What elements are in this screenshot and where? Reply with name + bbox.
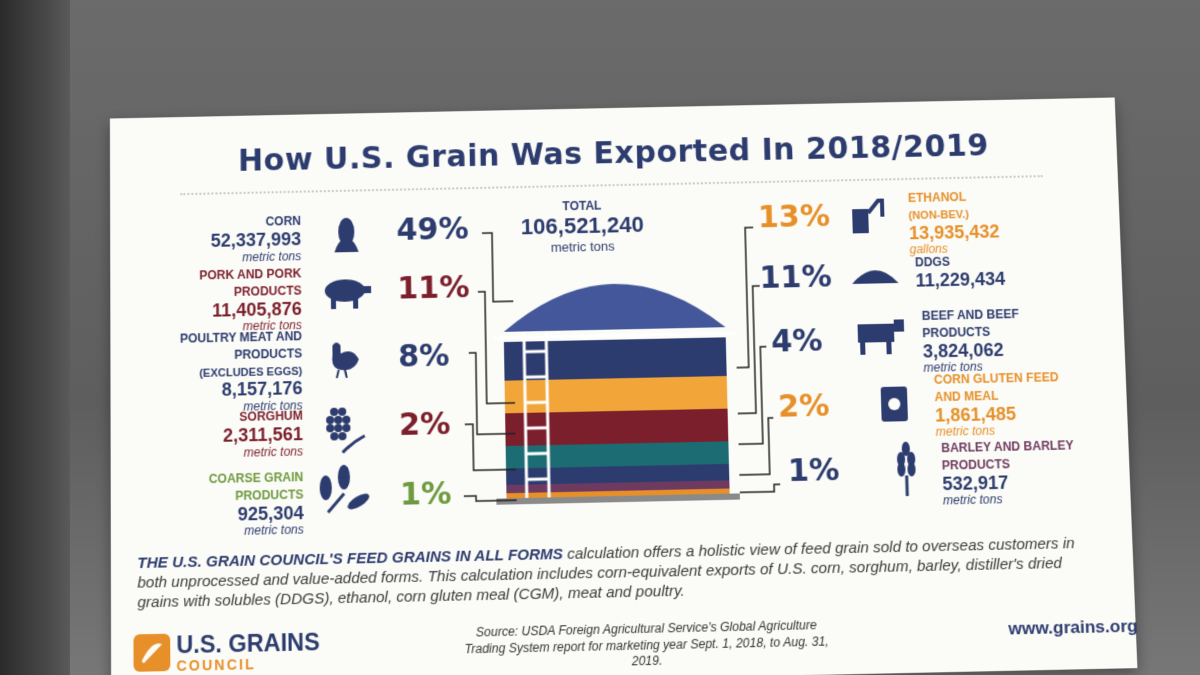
infographic-card: How U.S. Grain Was Exported In 2018/2019…	[109, 97, 1139, 675]
display-frame	[0, 0, 70, 675]
pork-pct: 11%	[397, 269, 470, 307]
chicken-icon	[332, 342, 359, 379]
poultry-label: POULTRY MEAT AND PRODUCTS (EXCLUDES EGGS…	[179, 329, 303, 414]
cow-icon	[857, 319, 905, 355]
barley-pct: 1%	[787, 452, 841, 490]
corn-icon	[334, 217, 359, 253]
barley-label: BARLEY AND BARLEY PRODUCTS 532,917 metri…	[941, 438, 1074, 509]
corn-gluten-pct: 2%	[777, 388, 831, 425]
grain-pile-icon	[851, 269, 899, 284]
corn-gluten-label: CORN GLUTEN FEED AND MEAL 1,861,485 metr…	[933, 370, 1059, 440]
council-logo-icon	[133, 633, 171, 672]
website-link[interactable]: www.grains.org	[1008, 616, 1139, 639]
ddgs-pct: 11%	[759, 259, 833, 297]
footer-description: THE U.S. GRAIN COUNCIL'S FEED GRAINS IN …	[137, 534, 1105, 613]
ddgs-label: DDGS 11,229,434	[914, 254, 1006, 291]
beef-label: BEEF AND BEEF PRODUCTS 3,824,062 metric …	[921, 306, 1019, 376]
sorghum-pct: 2%	[398, 406, 451, 444]
poultry-pct: 8%	[397, 338, 450, 375]
sorghum-icon	[326, 407, 369, 458]
coarse-grain-icon	[319, 464, 372, 520]
feed-bag-icon	[880, 386, 908, 422]
ethanol-label: ETHANOL (NON-BEV.) 13,935,432 gallons	[907, 189, 1000, 257]
beef-pct: 4%	[770, 323, 824, 360]
sorghum-label: SORGHUM 2,311,561 metric tons	[222, 408, 304, 460]
source-note: Source: USDA Foreign Agricultural Servic…	[464, 617, 829, 669]
logo-sub: COUNCIL	[176, 655, 256, 675]
pork-label: PORK AND PORK PRODUCTS 11,405,876 metric…	[199, 266, 303, 334]
logo-name: U.S. GRAINS	[176, 628, 320, 659]
ethanol-pct: 13%	[757, 198, 831, 236]
coarse-grain-pct: 1%	[399, 475, 452, 513]
silo-graphic	[492, 281, 740, 505]
coarse-grain-label: COARSE GRAIN PRODUCTS 925,304 metric ton…	[208, 469, 304, 539]
fuel-pump-icon	[852, 194, 889, 234]
pig-icon	[324, 279, 372, 310]
footer-body: calculation offers a holistic view of fe…	[137, 534, 1076, 611]
barley-icon	[896, 441, 916, 497]
headline: How U.S. Grain Was Exported In 2018/2019	[237, 128, 990, 179]
corn-pct: 49%	[396, 211, 469, 249]
corn-label: CORN 52,337,993 metric tons	[210, 213, 302, 265]
